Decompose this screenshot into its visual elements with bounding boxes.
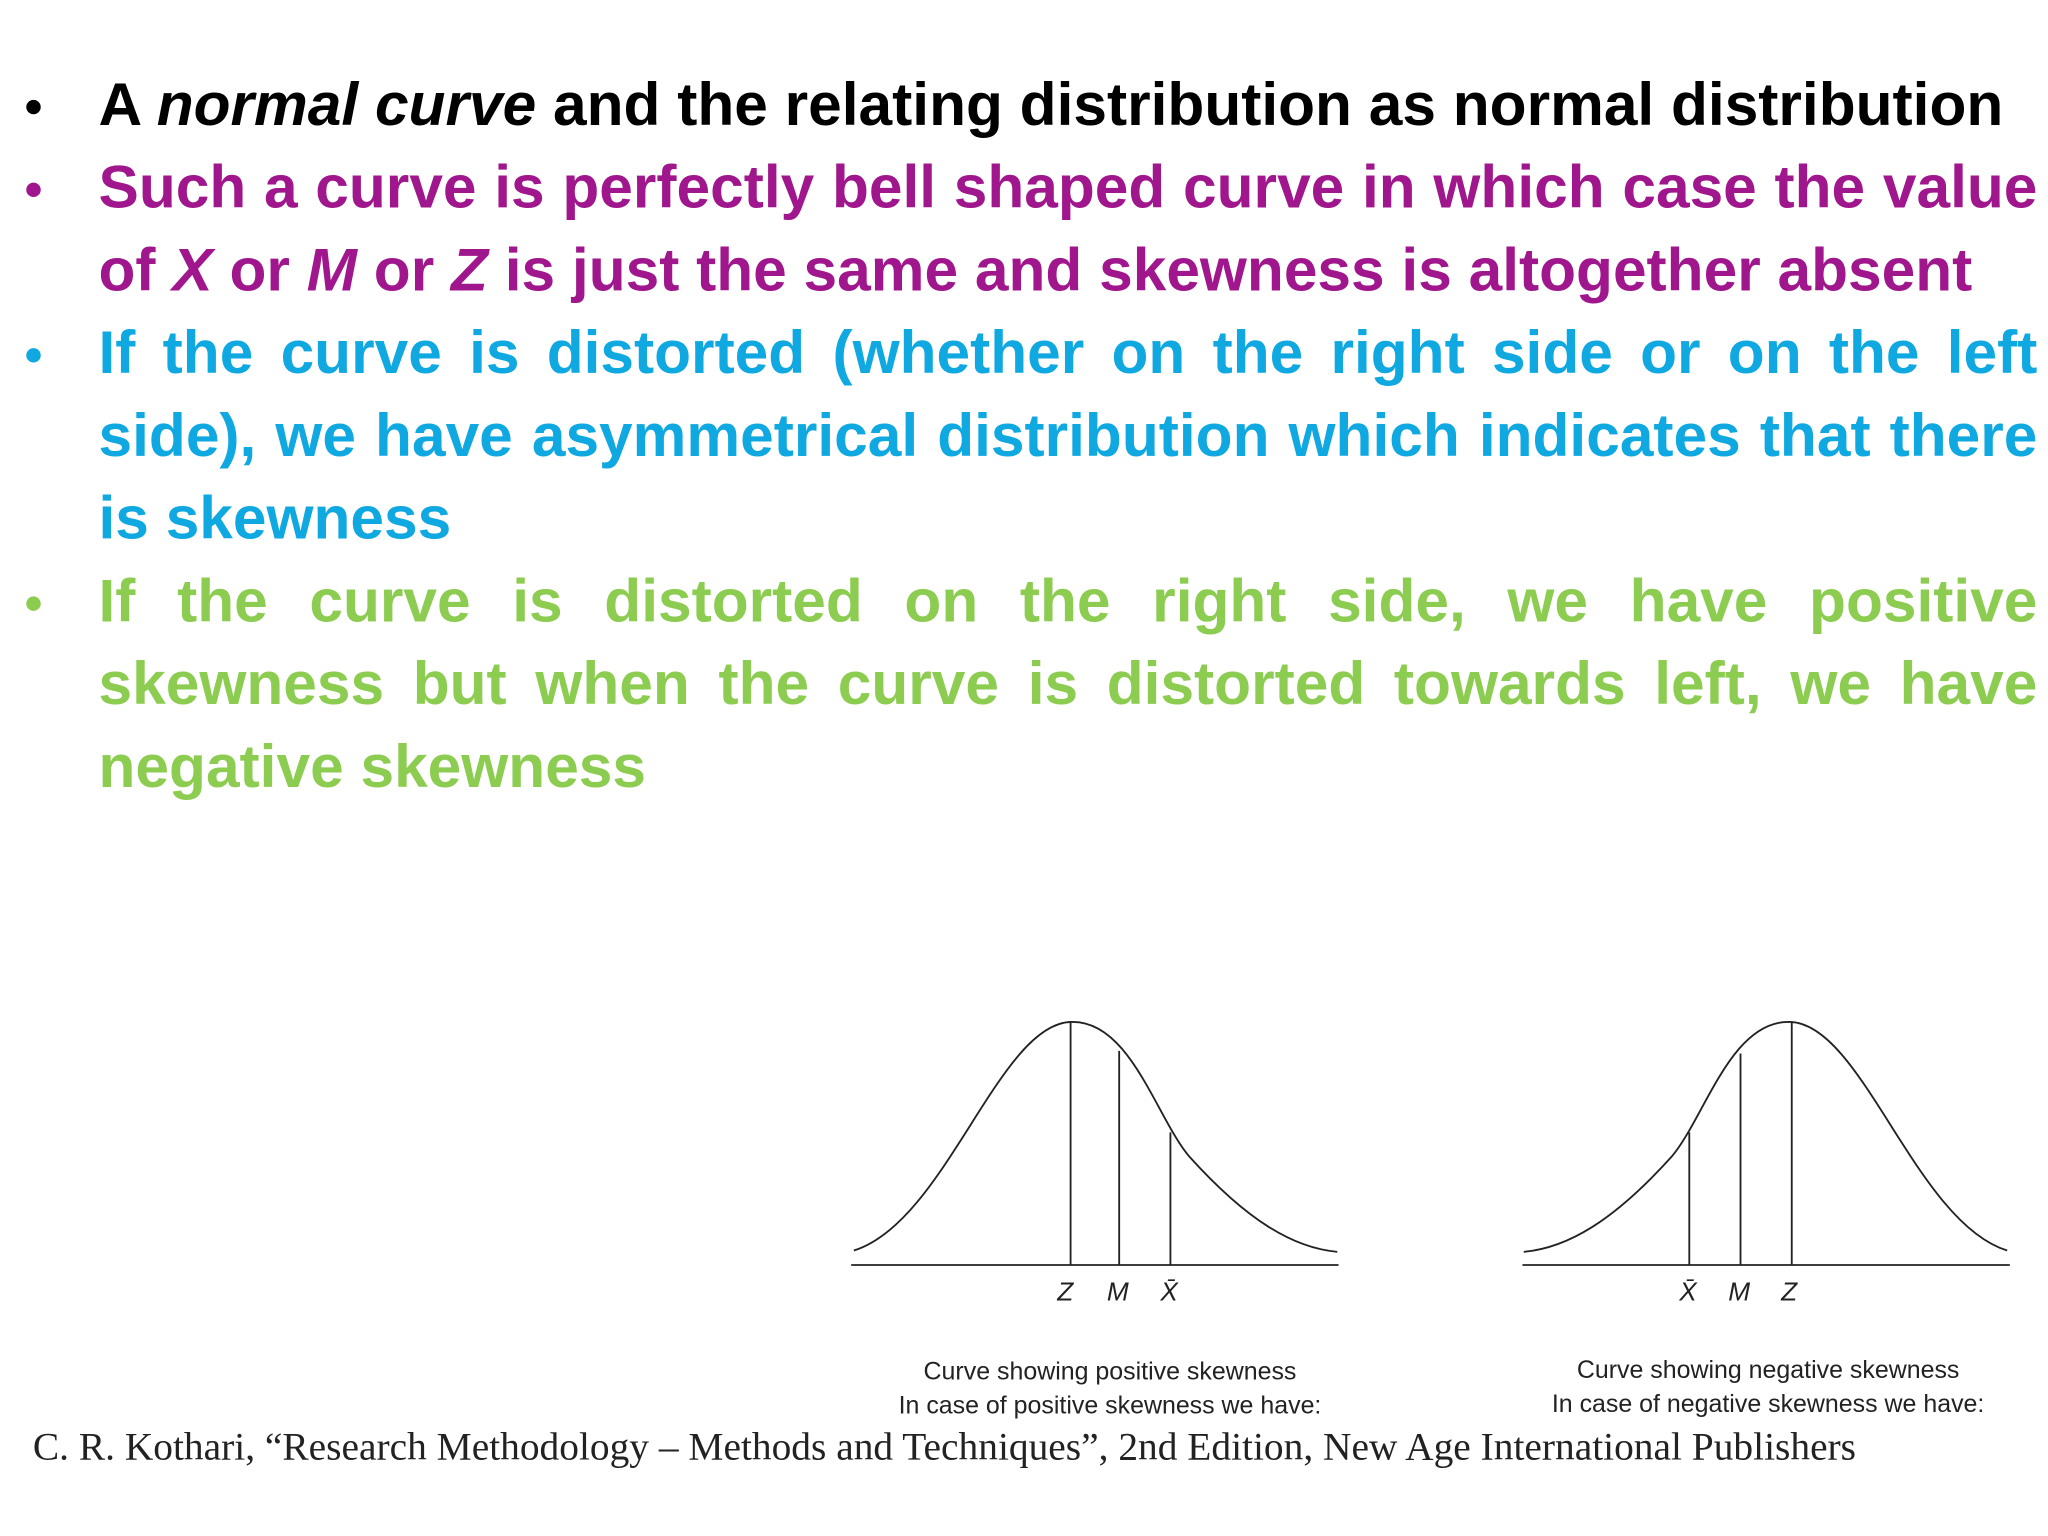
text-italic: X [172, 235, 213, 304]
caption: Curve showing positive skewness [924, 1357, 1297, 1385]
axis-labels: Z M X̄ X̄ M Z [1056, 1276, 1798, 1306]
caption: In case of positive skewness we have: [899, 1391, 1322, 1419]
captions: Curve showing positive skewness In case … [899, 1356, 1985, 1419]
label: Z [1056, 1276, 1074, 1306]
text-italic: Z [451, 235, 488, 304]
text: Such a curve is perfectly bell shaped cu… [98, 152, 2038, 304]
text: or [212, 235, 307, 304]
negative-skew-figure [1522, 1021, 2010, 1266]
text: is just the same and skewness is altoget… [487, 235, 1973, 304]
positive-skew-figure [851, 1021, 1339, 1266]
label: M [1107, 1276, 1129, 1306]
label: M [1728, 1276, 1750, 1306]
bullet: A normal curve and the relating distribu… [26, 63, 2038, 146]
text-italic: M [306, 235, 358, 304]
caption: In case of negative skewness we have: [1552, 1390, 1984, 1418]
text: and the relating distribution as normal … [536, 69, 2004, 138]
citation: C. R. Kothari, “Research Methodology – M… [32, 1425, 1857, 1469]
label: Z [1780, 1276, 1798, 1306]
text: If the curve is distorted (whether on th… [98, 317, 2038, 552]
curve [1523, 1021, 2008, 1253]
bullet: If the curve is distorted on the right s… [26, 560, 2038, 808]
bullet: Such a curve is perfectly bell shaped cu… [26, 146, 2038, 312]
text: A [98, 69, 157, 138]
label: X̄ [1678, 1276, 1698, 1306]
curve [853, 1021, 1338, 1253]
caption: Curve showing negative skewness [1577, 1356, 1960, 1384]
text: or [357, 235, 452, 304]
bullet-list: A normal curve and the relating distribu… [26, 63, 2038, 808]
label: X̄ [1159, 1276, 1179, 1306]
text: If the curve is distorted on the right s… [98, 566, 2038, 800]
text-italic: normal curve [156, 69, 537, 138]
bullet: If the curve is distorted (whether on th… [26, 311, 2038, 559]
